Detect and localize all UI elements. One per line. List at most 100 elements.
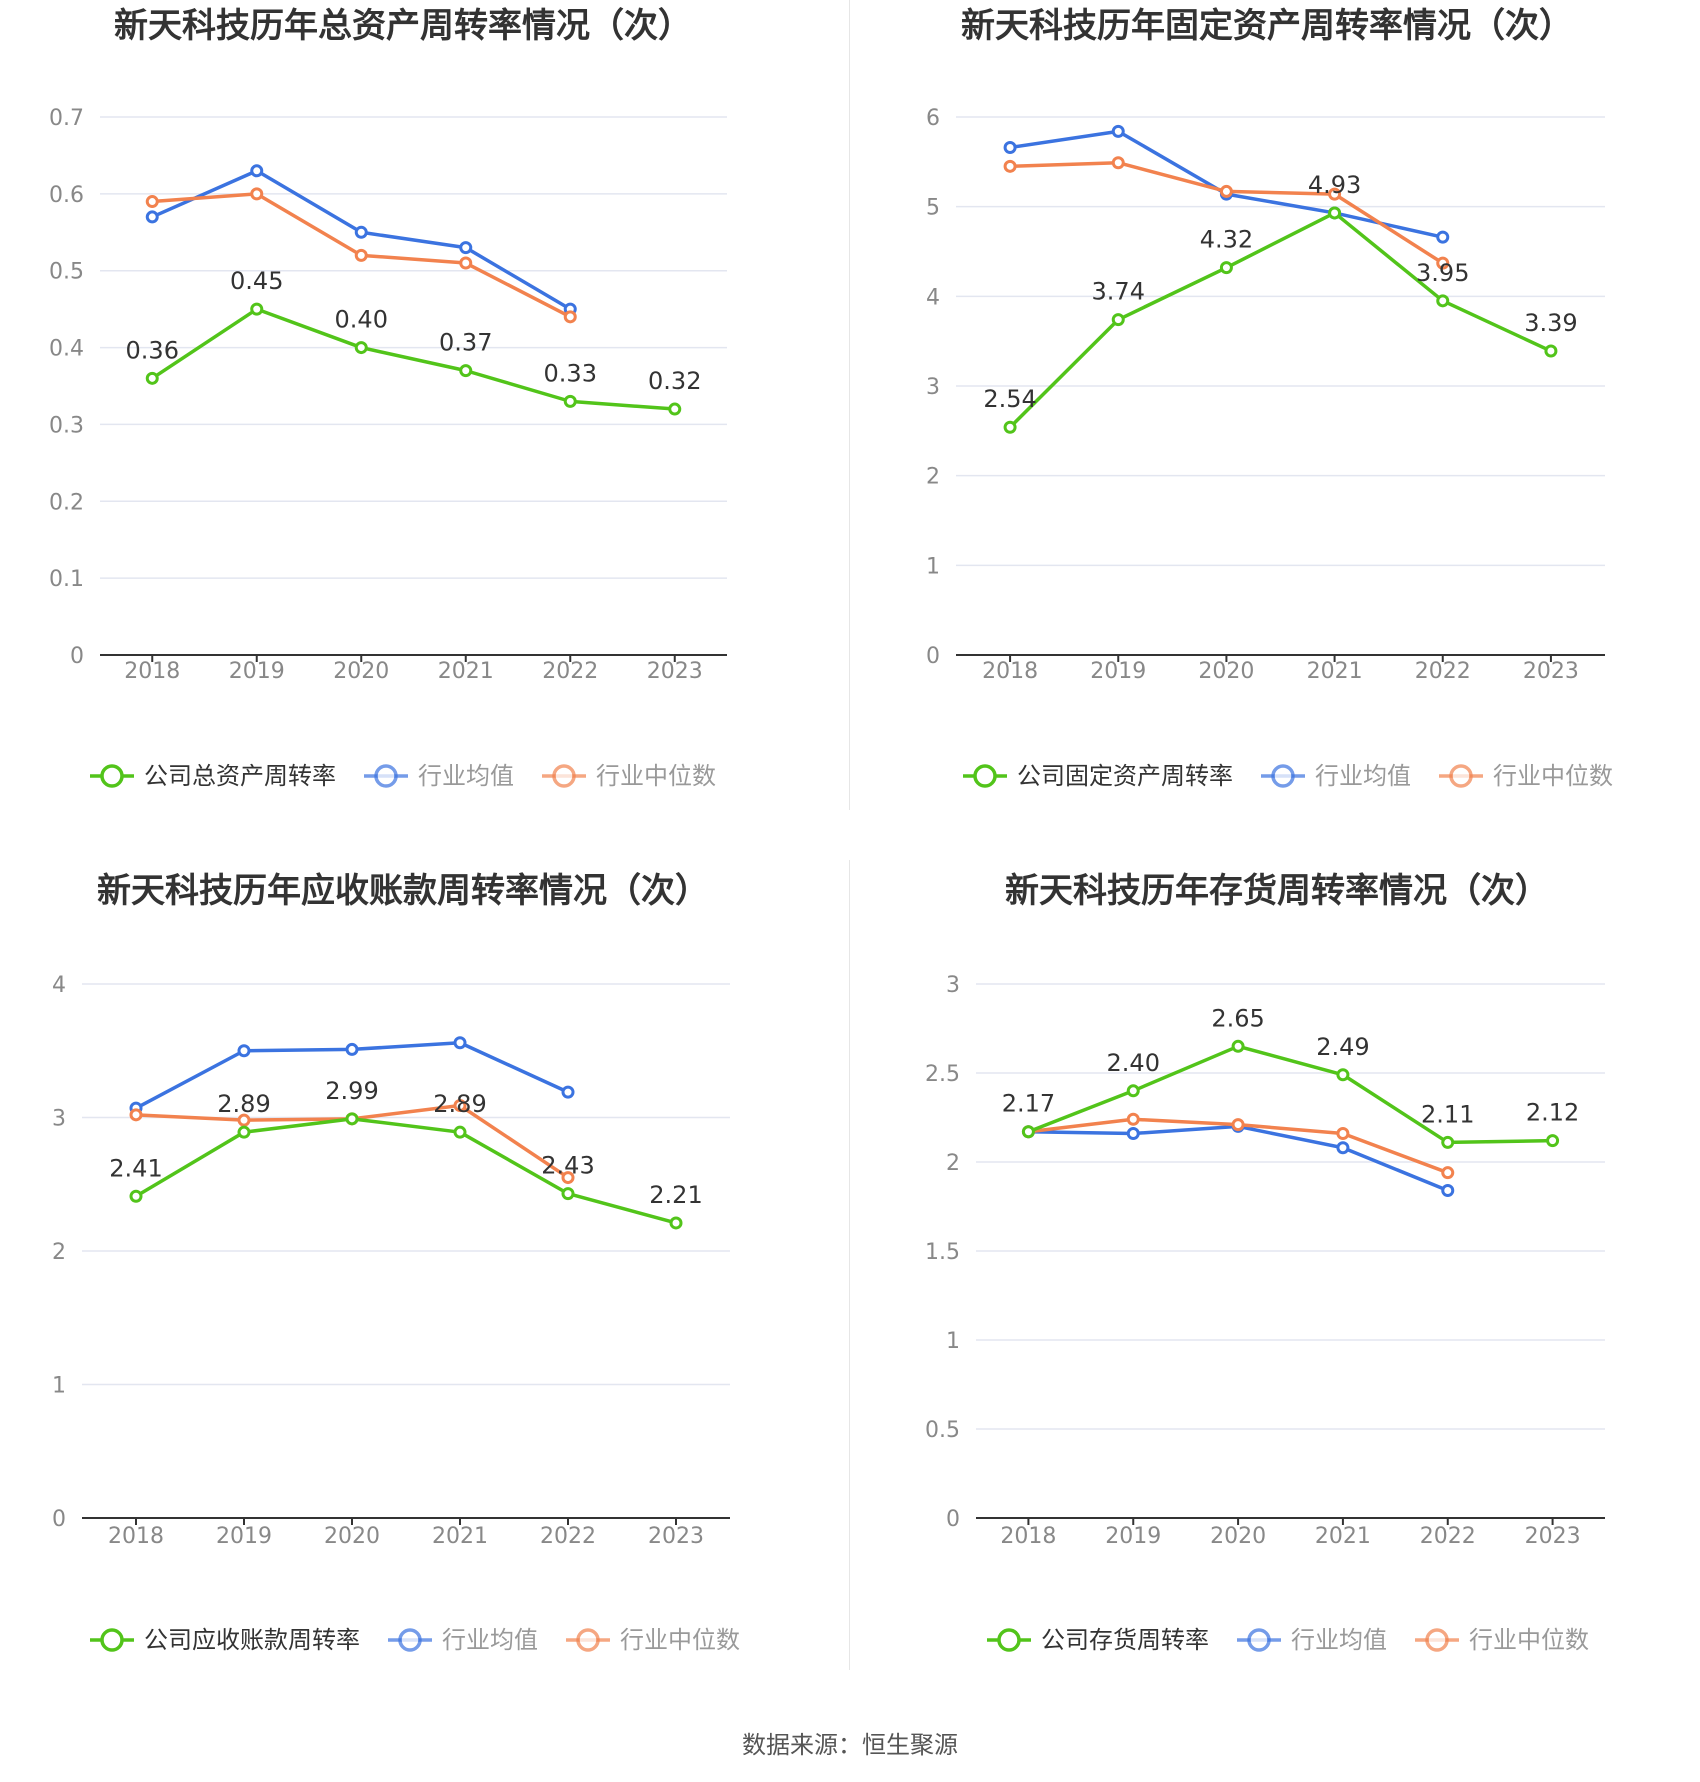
legend-item-avg: 行业均值 [1261,762,1411,790]
legend-label: 行业中位数 [1493,762,1613,790]
legend-item-median: 行业中位数 [542,762,716,790]
legend-item-avg: 行业均值 [1237,1626,1387,1654]
legend-item-company: 公司固定资产周转率 [963,762,1233,790]
legend-marker [1449,764,1473,788]
x-tick-label: 2023 [1525,1524,1581,1549]
data-point-company [459,364,473,378]
panel-divider-bottom [849,860,850,1670]
data-point-median [1336,1127,1350,1141]
y-tick-label: 0.7 [49,106,84,131]
data-point-median [354,248,368,262]
data-label: 2.40 [1107,1049,1160,1077]
x-tick-label: 2018 [1000,1524,1056,1549]
y-tick-label: 1.5 [925,1240,960,1265]
y-tick-label: 2 [946,1151,960,1176]
series-line-company [1008,211,1552,429]
legend-marker [997,1628,1021,1652]
legend-marker [100,764,124,788]
legend-marker [1271,764,1295,788]
data-point-company [345,1112,359,1126]
data-label: 3.95 [1416,259,1469,287]
data-point-median [1436,256,1450,270]
series-line-avg [151,169,572,311]
y-tick-label: 0.1 [49,567,84,592]
data-point-median [563,310,577,324]
data-point-avg [1003,140,1017,154]
data-label: 2.11 [1421,1100,1474,1128]
y-tick-label: 1 [926,554,940,579]
data-point-median [1126,1112,1140,1126]
series-line-avg [1028,1124,1449,1193]
data-point-avg [237,1044,251,1058]
x-tick-label: 2018 [124,659,180,684]
data-point-avg [1436,230,1450,244]
data-label: 0.37 [439,329,492,357]
data-point-median [250,187,264,201]
data-point-avg [459,241,473,255]
x-tick-label: 2021 [432,1524,488,1549]
chart-1: 新天科技历年总资产周转率情况（次） 0 0.1 0.2 0.3 0.4 0.5 0.6 0.7 2… [49,6,727,790]
series-line-company [1027,1044,1553,1145]
legend-label: 行业均值 [1315,762,1411,790]
data-point-company [1546,1134,1560,1148]
data-point-median [459,256,473,270]
x-tick-label: 2022 [1420,1524,1476,1549]
x-tick-label: 2020 [333,659,389,684]
data-label: 2.99 [325,1077,378,1105]
data-point-median [561,1171,575,1185]
legend-marker [1247,1628,1271,1652]
x-tick-label: 2019 [216,1524,272,1549]
data-point-median [145,195,159,209]
data-label: 2.41 [109,1154,162,1182]
x-tick-label: 2019 [229,659,285,684]
data-label: 2.65 [1211,1004,1264,1032]
legend-label: 公司固定资产周转率 [1017,762,1233,790]
legend-label: 行业均值 [1291,1626,1387,1654]
data-point-company [563,394,577,408]
y-tick-label: 4 [926,285,940,310]
data-point-company [1441,1135,1455,1149]
data-label: 0.36 [126,336,179,364]
data-point-avg [453,1036,467,1050]
legend-label: 公司应收账款周转率 [144,1626,360,1654]
x-tick-label: 2021 [438,659,494,684]
chart-4: 新天科技历年存货周转率情况（次） 0 0.5 1 1.5 2 2.5 3 2018 2019 202… [925,871,1605,1654]
legend-label: 公司总资产周转率 [144,762,336,790]
data-point-median [453,1098,467,1112]
legend-label: 行业均值 [442,1626,538,1654]
legend-item-company: 公司存货周转率 [987,1626,1209,1654]
y-tick-label: 5 [926,196,940,221]
y-tick-label: 1 [946,1329,960,1354]
data-point-median [1441,1166,1455,1180]
series-line-company [135,1117,677,1225]
data-label: 2.49 [1316,1033,1369,1061]
y-tick-label: 0.5 [925,1418,960,1443]
x-tick-label: 2023 [647,659,703,684]
x-tick-label: 2018 [982,659,1038,684]
chart-title: 新天科技历年应收账款周转率情况（次） [97,871,709,911]
data-point-company [668,402,682,416]
data-point-company [250,302,264,316]
legend-label: 行业中位数 [620,1626,740,1654]
data-point-company [561,1187,575,1201]
legend-label: 行业中位数 [596,762,716,790]
data-point-company [1231,1039,1245,1053]
chart-2: 新天科技历年固定资产周转率情况（次） 0 1 2 3 4 5 6 2018 2019 2020 202… [926,6,1613,790]
y-tick-label: 0.2 [49,490,84,515]
x-tick-label: 2022 [542,659,598,684]
legend-marker [576,1628,600,1652]
data-label: 2.89 [217,1090,270,1118]
x-tick-label: 2023 [1523,659,1579,684]
legend-item-avg: 行业均值 [364,762,514,790]
data-label: 0.32 [648,367,701,395]
y-tick-label: 0.3 [49,413,84,438]
data-label: 2.89 [433,1090,486,1118]
data-point-avg [1336,1141,1350,1155]
legend-label: 行业均值 [418,762,514,790]
x-tick-label: 2022 [540,1524,596,1549]
y-tick-label: 1 [52,1374,66,1399]
data-label: 0.33 [544,359,597,387]
y-tick-label: 2 [926,465,940,490]
legend-label: 行业中位数 [1469,1626,1589,1654]
data-label: 3.74 [1092,278,1145,306]
